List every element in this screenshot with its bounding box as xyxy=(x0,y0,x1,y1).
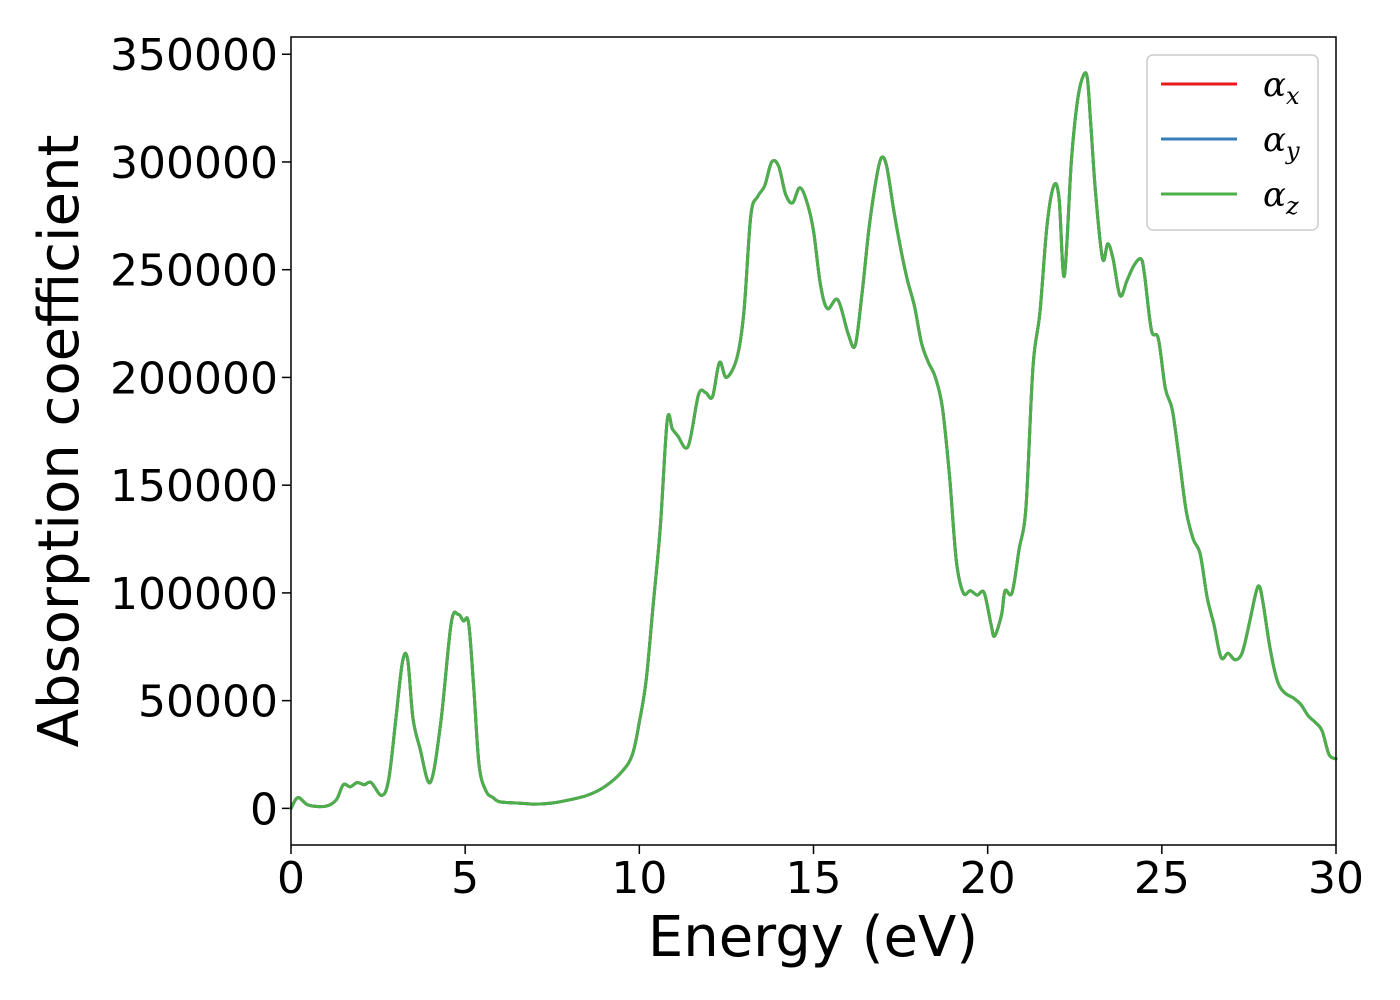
x-tick-label: 15 xyxy=(786,853,842,904)
y-tick-label: 350000 xyxy=(110,30,278,81)
legend-label-symbol: α xyxy=(1263,65,1286,105)
x-tick-label: 5 xyxy=(451,853,479,904)
x-tick-label: 10 xyxy=(611,853,667,904)
y-tick-label: 250000 xyxy=(110,246,278,297)
y-tick-label: 0 xyxy=(250,784,278,835)
legend-label-symbol: α xyxy=(1263,120,1286,160)
series-lines xyxy=(289,71,1338,810)
y-axis-label: Absorption coefficient xyxy=(27,135,92,748)
y-tick-label: 150000 xyxy=(110,461,278,512)
legend-label-alpha-y: αy xyxy=(1263,120,1300,165)
legend-label-alpha-z: αz xyxy=(1263,175,1299,220)
y-tick-label: 200000 xyxy=(110,353,278,404)
x-axis-ticks: 0 5 10 15 20 25 30 xyxy=(277,845,1364,904)
legend-label-subscript: y xyxy=(1285,137,1300,165)
x-tick-label: 20 xyxy=(960,853,1016,904)
x-axis-label: Energy (eV) xyxy=(648,905,978,970)
x-tick-label: 30 xyxy=(1308,853,1364,904)
legend-label-subscript: z xyxy=(1285,192,1299,220)
y-tick-label: 300000 xyxy=(110,138,278,189)
legend-label-symbol: α xyxy=(1263,175,1286,215)
plot-frame xyxy=(290,36,1337,846)
y-tick-label: 50000 xyxy=(138,677,278,728)
series-line-alpha-z xyxy=(289,71,1338,810)
y-tick-label: 100000 xyxy=(110,569,278,620)
legend-box xyxy=(1146,54,1319,231)
x-tick-label: 25 xyxy=(1134,853,1190,904)
legend-label-alpha-x: αx xyxy=(1263,65,1300,110)
y-axis-ticks: 0 50000 100000 150000 200000 250000 300000 3500… xyxy=(110,30,291,835)
legend-label-subscript: x xyxy=(1286,82,1300,110)
x-tick-label: 0 xyxy=(277,853,305,904)
